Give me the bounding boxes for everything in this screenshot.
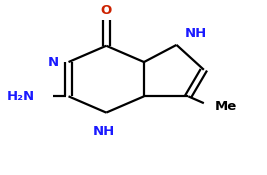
- Text: NH: NH: [184, 27, 207, 40]
- Text: NH: NH: [93, 125, 115, 138]
- Text: N: N: [47, 55, 58, 69]
- Text: O: O: [101, 4, 112, 17]
- Text: H₂N: H₂N: [7, 90, 35, 103]
- Text: Me: Me: [214, 100, 237, 113]
